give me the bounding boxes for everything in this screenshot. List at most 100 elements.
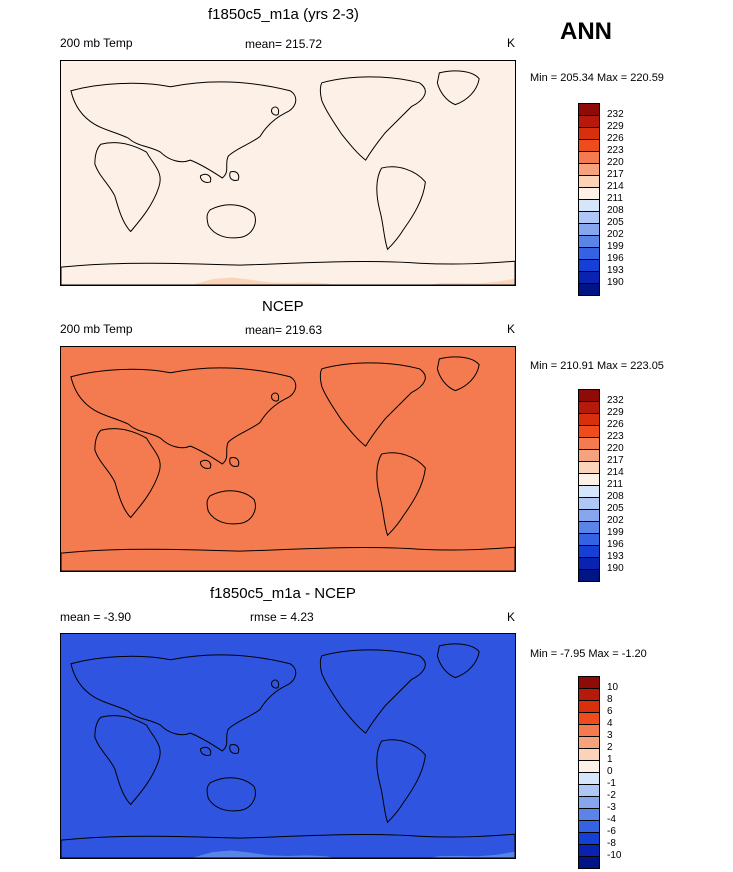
coastline bbox=[94, 428, 161, 519]
colorbar-label: -2 bbox=[607, 790, 616, 801]
panel-2-minmax: Min = 210.91 Max = 223.05 bbox=[530, 360, 664, 372]
colorbar-label: 205 bbox=[607, 217, 624, 228]
panel-3-map bbox=[60, 633, 516, 859]
contour-band bbox=[61, 61, 515, 285]
panel-1-units: K bbox=[507, 36, 516, 50]
colorbar-label: 6 bbox=[607, 706, 613, 717]
colorbar-label: 193 bbox=[607, 551, 624, 562]
panel-3-units: K bbox=[507, 610, 516, 624]
colorbar-label: 223 bbox=[607, 145, 624, 156]
panel-3-mean-label: mean = -3.90 bbox=[60, 610, 132, 624]
panel-1-minmax: Min = 205.34 Max = 220.59 bbox=[530, 72, 664, 84]
coastline bbox=[61, 260, 515, 285]
colorbar-label: 214 bbox=[607, 181, 624, 192]
coastline bbox=[271, 392, 280, 402]
coastline bbox=[94, 715, 161, 806]
colorbar-label: 226 bbox=[607, 133, 624, 144]
colorbar-label: 208 bbox=[607, 491, 624, 502]
colorbar-swatch bbox=[578, 569, 600, 582]
colorbar-label: 196 bbox=[607, 539, 624, 550]
panel-3-title: f1850c5_m1a - NCEP bbox=[210, 585, 356, 602]
colorbar-label: 202 bbox=[607, 515, 624, 526]
colorbar-label: 199 bbox=[607, 241, 624, 252]
panel-1-variable-label: 200 mb Temp bbox=[60, 36, 133, 50]
colorbar-label: -3 bbox=[607, 802, 616, 813]
colorbar-label: 217 bbox=[607, 455, 624, 466]
colorbar-label: 232 bbox=[607, 109, 624, 120]
colorbar-label: 232 bbox=[607, 395, 624, 406]
colorbar-label: -8 bbox=[607, 838, 616, 849]
panel-1-title: f1850c5_m1a (yrs 2-3) bbox=[208, 6, 359, 23]
colorbar-label: 229 bbox=[607, 121, 624, 132]
panel-1-colorbar: 232 229 226 223 220 217 214 211 208 205 202 199 196 1… bbox=[578, 103, 624, 296]
coastline bbox=[376, 452, 426, 537]
coastline bbox=[436, 70, 480, 106]
coastline bbox=[229, 457, 240, 467]
colorbar-label: 220 bbox=[607, 157, 624, 168]
colorbar-label: 220 bbox=[607, 443, 624, 454]
colorbar-label: 217 bbox=[607, 169, 624, 180]
coastline bbox=[271, 106, 280, 116]
coastline bbox=[70, 654, 297, 752]
panel-3-colorbar: 10 8 6 4 3 2 1 0 -1 -2 -3 -4 -6 -8 -10 bbox=[578, 676, 621, 869]
colorbar-label: 4 bbox=[607, 718, 613, 729]
panel-3-minmax: Min = -7.95 Max = -1.20 bbox=[530, 648, 647, 660]
panel-2-mean-label: mean= 219.63 bbox=[245, 323, 323, 337]
colorbar-label: 3 bbox=[607, 730, 613, 741]
colorbar-label: 226 bbox=[607, 419, 624, 430]
colorbar-label: 10 bbox=[607, 682, 619, 693]
colorbar-label: 205 bbox=[607, 503, 624, 514]
colorbar-label: 2 bbox=[607, 742, 613, 753]
contour-band bbox=[61, 347, 515, 571]
coastline bbox=[94, 142, 161, 233]
colorbar-swatch bbox=[578, 283, 600, 296]
coastline bbox=[436, 643, 480, 679]
coastline bbox=[376, 739, 426, 824]
contour-band bbox=[61, 634, 515, 858]
coastline bbox=[319, 76, 426, 161]
coastline bbox=[436, 356, 480, 392]
map-field bbox=[61, 61, 515, 285]
panel-1-mean-label: mean= 215.72 bbox=[245, 37, 323, 51]
coastline bbox=[70, 81, 297, 179]
colorbar-label: 196 bbox=[607, 253, 624, 264]
coastline bbox=[199, 459, 212, 469]
map-field bbox=[61, 347, 515, 571]
colorbar-label: 223 bbox=[607, 431, 624, 442]
colorbar-label: 193 bbox=[607, 265, 624, 276]
coastline bbox=[199, 173, 212, 183]
panel-2-units: K bbox=[507, 322, 516, 336]
coastline bbox=[199, 746, 212, 756]
colorbar-label: 190 bbox=[607, 563, 624, 574]
colorbar-label: 211 bbox=[607, 479, 623, 490]
panel-1-map bbox=[60, 60, 516, 286]
colorbar-label: 208 bbox=[607, 205, 624, 216]
coastline bbox=[229, 171, 240, 181]
colorbar-label: 202 bbox=[607, 229, 624, 240]
colorbar-swatch bbox=[578, 856, 600, 869]
panel-3-rmse-label: rmse = 4.23 bbox=[250, 610, 314, 624]
colorbar-label: -10 bbox=[607, 850, 622, 861]
coastline bbox=[206, 490, 256, 525]
colorbar-label: 8 bbox=[607, 694, 613, 705]
panel-2-variable-label: 200 mb Temp bbox=[60, 322, 133, 336]
panel-2-map bbox=[60, 346, 516, 572]
colorbar-label: 1 bbox=[607, 754, 613, 765]
season-label: ANN bbox=[560, 18, 612, 45]
colorbar-label: -6 bbox=[607, 826, 616, 837]
coastline bbox=[271, 679, 280, 689]
coastline bbox=[376, 166, 426, 251]
colorbar-label: 0 bbox=[607, 766, 613, 777]
colorbar-label: 190 bbox=[607, 277, 624, 288]
coastline bbox=[206, 777, 256, 812]
coastline bbox=[319, 362, 426, 447]
colorbar-label: -4 bbox=[607, 814, 616, 825]
colorbar-label: 211 bbox=[607, 193, 623, 204]
panel-2-title: NCEP bbox=[262, 298, 304, 315]
map-field bbox=[61, 634, 515, 858]
colorbar-label: 199 bbox=[607, 527, 624, 538]
coastline bbox=[61, 546, 515, 571]
colorbar-label: 229 bbox=[607, 407, 624, 418]
coastline bbox=[229, 744, 240, 754]
coastline bbox=[70, 367, 297, 465]
